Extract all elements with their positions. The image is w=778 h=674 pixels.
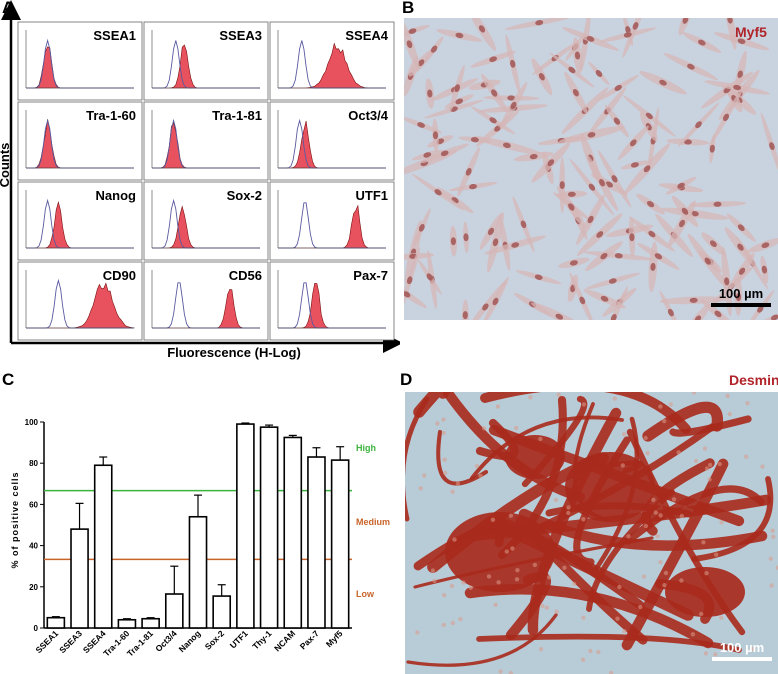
desmin-scale-bar: 100 µm	[712, 640, 772, 661]
y-tick-label: 20	[29, 583, 38, 592]
histogram-cell: Pax-7	[269, 261, 395, 341]
histogram-label: Oct3/4	[348, 108, 389, 123]
histogram-label: SSEA3	[219, 28, 262, 43]
desmin-stain-label: Desmin	[729, 372, 778, 388]
myf5-scale-line	[711, 303, 771, 307]
histogram-label: UTF1	[356, 188, 389, 203]
panel-b-letter: B	[402, 0, 415, 17]
histogram-cell: UTF1	[269, 181, 395, 261]
bar	[212, 595, 232, 629]
histogram-label: Pax-7	[353, 268, 388, 283]
histogram-cell: Sox-2	[143, 181, 269, 261]
myf5-micrograph	[404, 18, 778, 320]
threshold-label: Low	[356, 589, 375, 599]
myf5-stain-label: Myf5	[735, 24, 767, 40]
y-tick-label: 100	[25, 418, 39, 427]
myf5-scale-text: 100 µm	[718, 286, 764, 301]
chart-ylabel: % of positive cells	[10, 471, 20, 568]
panel-d-letter: D	[400, 370, 413, 389]
histogram-cell: SSEA1	[17, 21, 143, 101]
histogram-cell: SSEA3	[143, 21, 269, 101]
desmin-scale-text: 100 µm	[719, 640, 765, 655]
threshold-label: High	[356, 443, 376, 453]
histogram-cell: Oct3/4	[269, 101, 395, 181]
desmin-cells	[405, 392, 778, 674]
bar	[93, 464, 113, 629]
y-tick-label: 80	[29, 459, 38, 468]
desmin-scale-line	[712, 657, 772, 661]
positive-cells-bar-chart: % of positive cells 0 20 40 60 80 100 High Medi…	[10, 418, 390, 658]
bar	[330, 459, 350, 629]
myf5-cells	[404, 18, 778, 320]
panel-c-letter: C	[2, 370, 15, 389]
histogram-label: Sox-2	[227, 188, 262, 203]
histogram-cell: Tra-1-60	[17, 101, 143, 181]
histogram-label: CD90	[103, 268, 136, 283]
fluorescence-axis-label: Fluorescence (H-Log)	[167, 345, 301, 360]
category-label: UTF1	[228, 628, 250, 650]
category-label: Sox-2	[203, 628, 227, 652]
bar	[70, 528, 89, 629]
category-label: NCAM	[272, 628, 297, 653]
histogram-cell: SSEA4	[269, 21, 395, 101]
desmin-micrograph	[405, 392, 778, 674]
bar	[46, 616, 66, 629]
histogram-label: SSEA4	[345, 28, 388, 43]
y-tick-label: 40	[29, 542, 38, 551]
category-label: Oct3/4	[153, 628, 179, 654]
histogram-label: Tra-1-60	[86, 108, 136, 123]
category-label: SSEA3	[57, 628, 84, 655]
bar	[164, 593, 184, 629]
category-label: Nanog	[177, 628, 203, 654]
threshold-label: Medium	[356, 517, 390, 527]
histogram-cell: CD90	[17, 261, 143, 341]
category-label: Myf5	[324, 628, 345, 649]
histogram-cell: CD56	[143, 261, 269, 341]
counts-axis-label: Counts	[0, 143, 12, 188]
bar	[259, 426, 279, 629]
histogram-label: Tra-1-81	[212, 108, 262, 123]
myf5-scale-bar: 100 µm	[711, 286, 771, 307]
histogram-label: CD56	[229, 268, 262, 283]
category-label: Thy-1	[250, 628, 273, 651]
bar	[117, 618, 137, 629]
y-tick-label: 60	[29, 500, 38, 509]
histogram-label: Nanog	[96, 188, 137, 203]
bar	[307, 456, 326, 629]
histogram-label: SSEA1	[93, 28, 136, 43]
category-label: Pax-7	[298, 628, 321, 651]
category-label: Tra-1-81	[125, 628, 155, 658]
bar	[236, 423, 255, 629]
bar	[283, 436, 303, 629]
bar	[141, 617, 160, 629]
flow-histogram-grid: Counts Fluorescence (H-Log) SSEA1 SSEA3 SS…	[0, 0, 400, 360]
y-tick-label: 0	[34, 624, 39, 633]
bar	[188, 515, 208, 629]
histogram-cell: Tra-1-81	[143, 101, 269, 181]
histogram-cell: Nanog	[17, 181, 143, 261]
